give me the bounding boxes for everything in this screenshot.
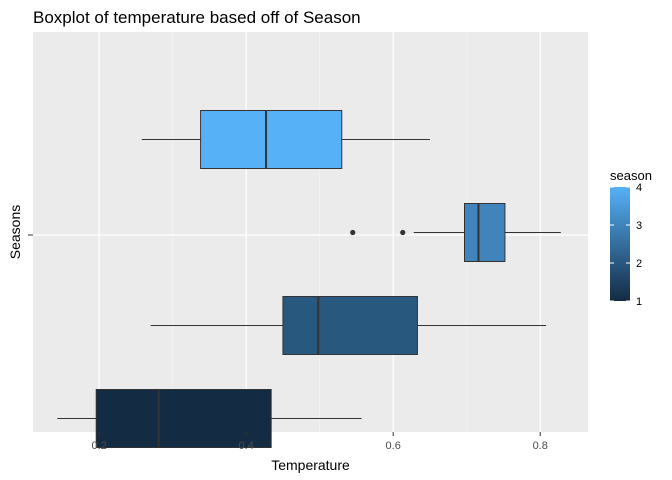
legend-label: 4 (636, 182, 642, 194)
chart-title: Boxplot of temperature based off of Seas… (33, 8, 361, 27)
legend-title: season (610, 168, 652, 183)
y-axis-title: Seasons (7, 205, 23, 259)
legend-label: 2 (636, 258, 642, 270)
outlier-point (400, 229, 406, 236)
x-tick-label: 0.4 (239, 440, 254, 452)
x-axis-title: Temperature (271, 457, 350, 473)
box-iqr (464, 203, 506, 262)
x-axis: 0.2 0.4 0.6 0.8 (92, 432, 548, 452)
legend-label: 1 (636, 296, 642, 308)
legend: season 4 3 2 1 (610, 168, 652, 308)
x-tick-label: 0.2 (92, 440, 107, 452)
legend-ticks: 4 3 2 1 (610, 182, 642, 308)
box-iqr (95, 389, 272, 448)
box-season-4 (141, 110, 430, 169)
box-iqr (200, 110, 343, 169)
x-tick-label: 0.6 (386, 440, 401, 452)
boxes (57, 110, 561, 448)
legend-colorbar (610, 187, 630, 301)
box-iqr (282, 296, 418, 355)
box-season-2 (150, 296, 547, 355)
x-tick-label: 0.8 (533, 440, 548, 452)
outlier-point (350, 229, 356, 236)
box-season-1 (57, 389, 362, 448)
box-season-3 (350, 203, 561, 262)
legend-label: 3 (636, 220, 642, 232)
